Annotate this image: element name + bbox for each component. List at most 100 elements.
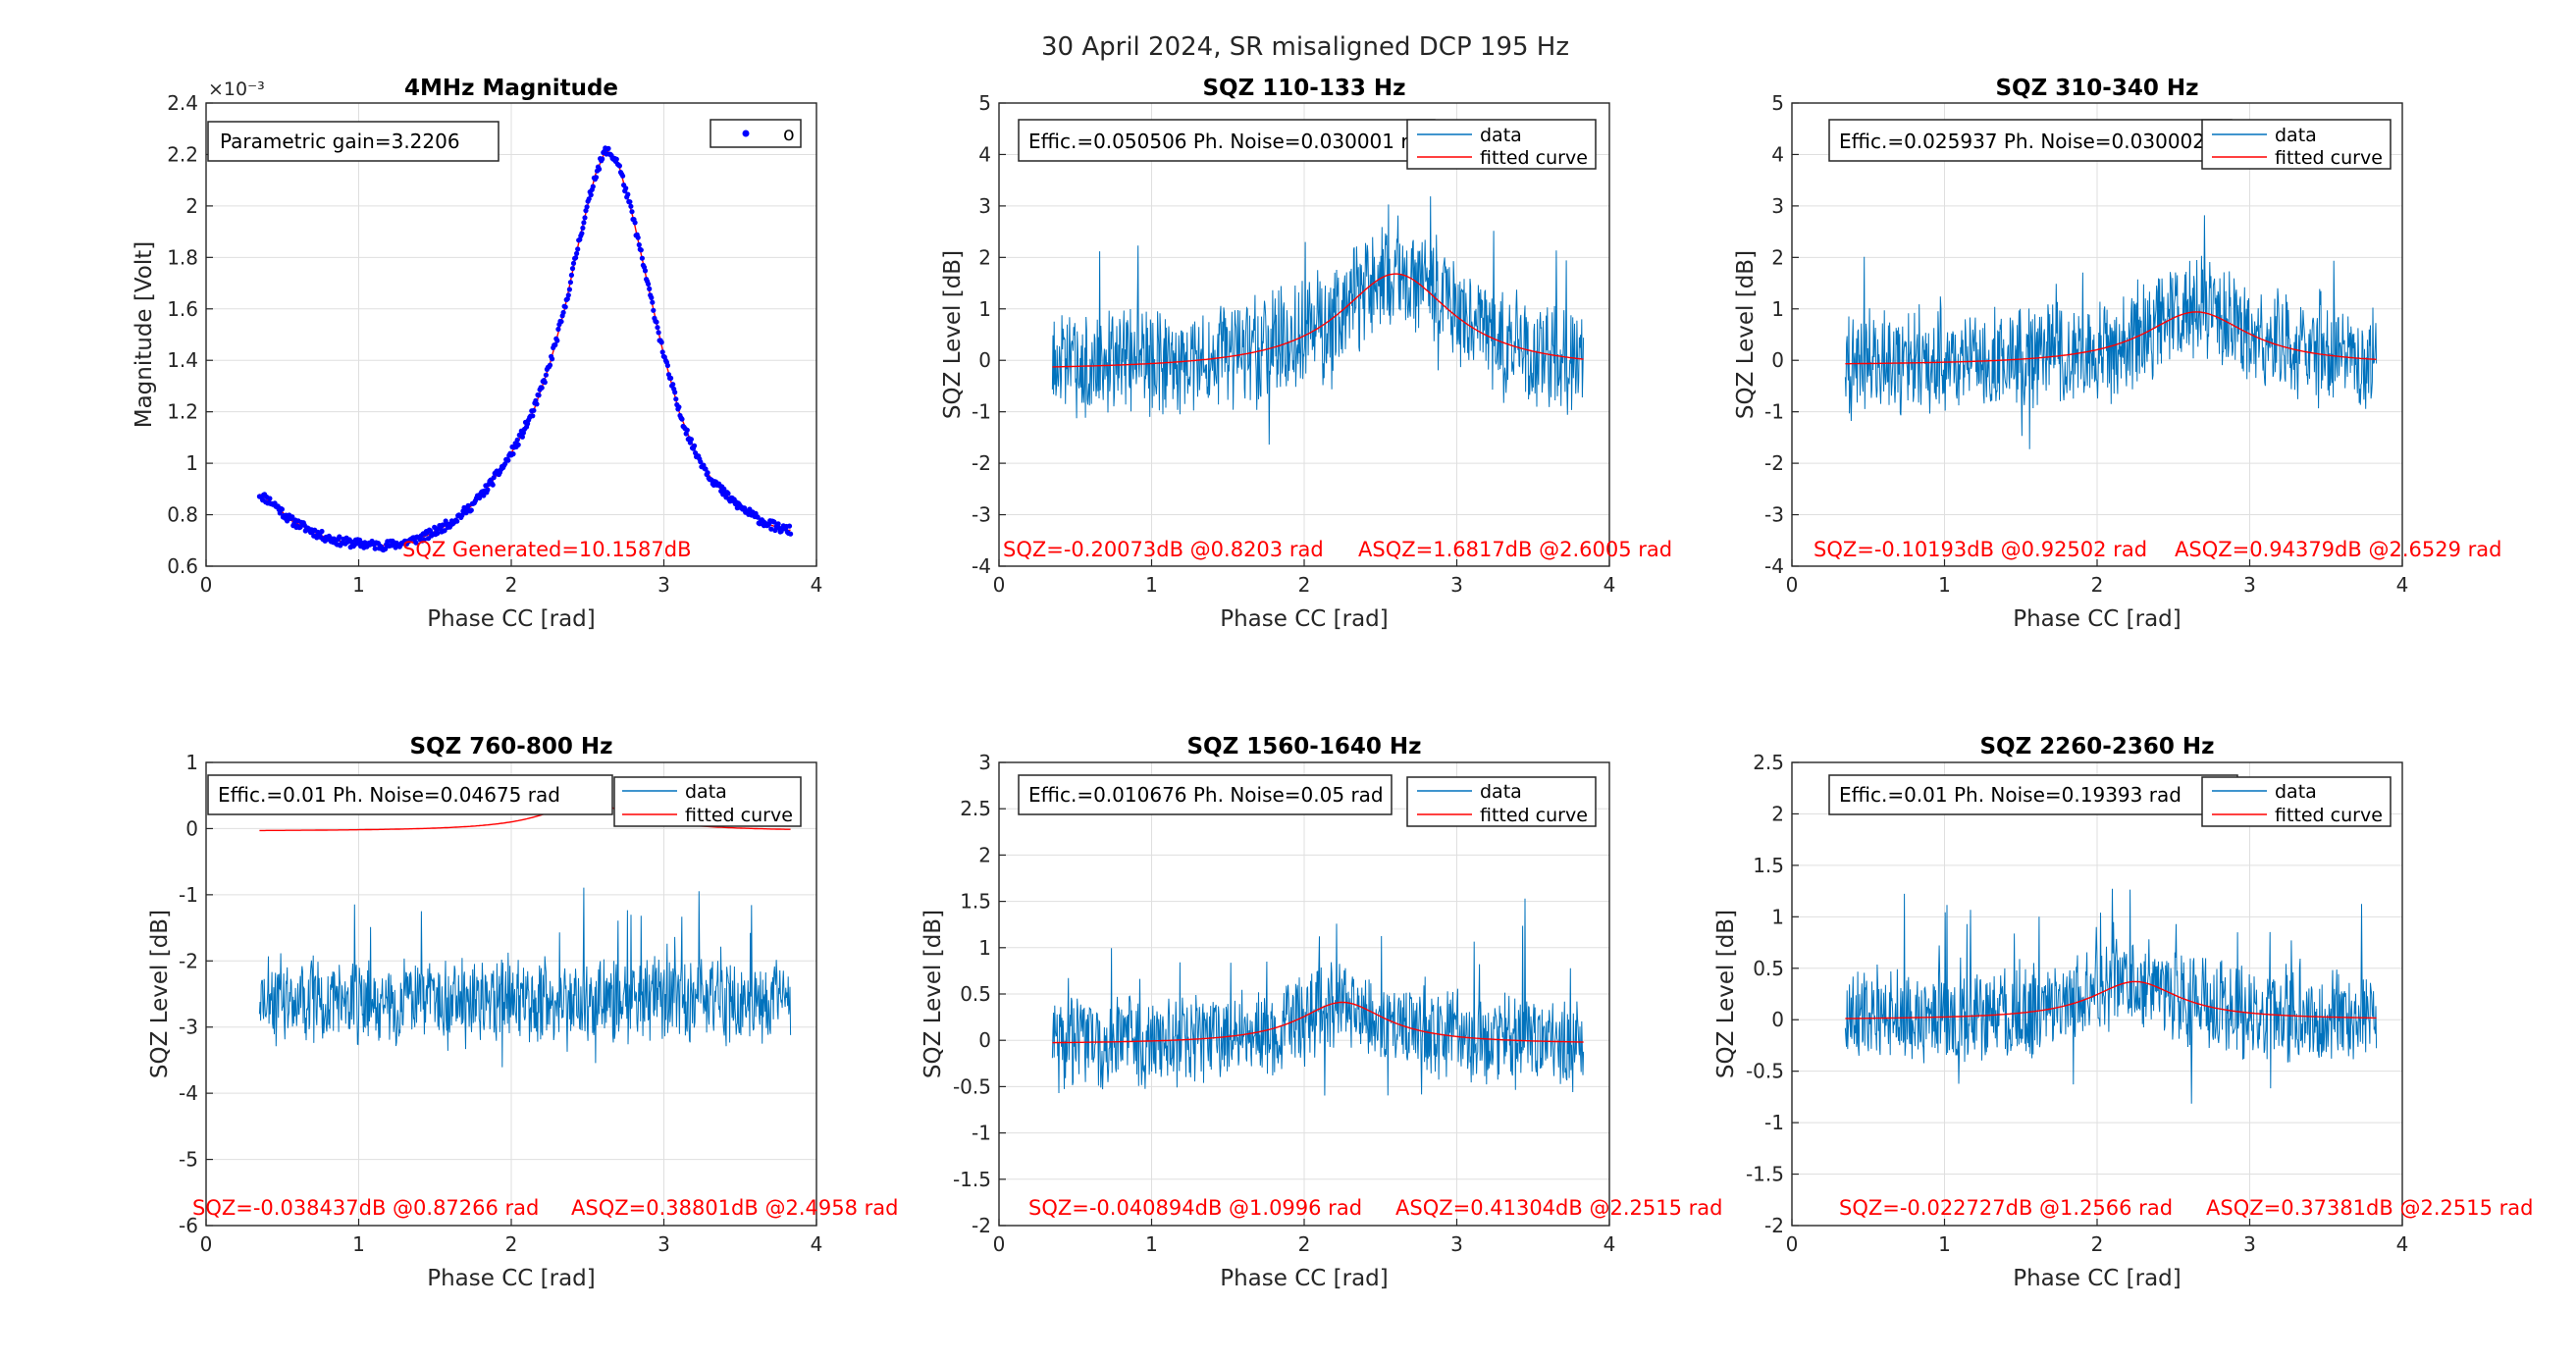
data-point — [570, 260, 577, 266]
y-tick-label: -1 — [972, 400, 991, 424]
asqz-annotation: ASQZ=0.94379dB @2.6529 rad — [2175, 538, 2501, 561]
data-point — [279, 506, 285, 512]
y-tick-label: -5 — [179, 1148, 198, 1172]
y-tick-label: -1 — [179, 883, 198, 907]
panel-magnitude: 4MHz Magnitude Phase CC [rad] Magnitude … — [131, 76, 822, 632]
data-point — [552, 341, 558, 348]
legend-label-fit: fitted curve — [685, 805, 793, 826]
x-tick-label: 0 — [993, 573, 1006, 597]
data-point — [491, 475, 497, 481]
data-point — [725, 491, 731, 497]
data-point — [515, 442, 521, 447]
x-tick-label: 4 — [1603, 573, 1616, 597]
data-point — [668, 375, 674, 381]
x-axis-label: Phase CC [rad] — [2013, 1266, 2182, 1291]
data-point — [613, 156, 619, 162]
y-tick-label: 2.5 — [1753, 751, 1784, 774]
data-point — [629, 209, 635, 215]
info-box-text: Effic.=0.01 Ph. Noise=0.19393 rad — [1839, 783, 2182, 807]
data-series-line — [258, 887, 792, 1068]
legend-label-data: data — [685, 781, 727, 803]
y-axis-label: SQZ Level [dB] — [920, 910, 946, 1078]
y-tick-label: 0 — [1771, 1008, 1784, 1031]
y-tick-label: -2 — [972, 451, 991, 475]
x-tick-label: 3 — [2243, 573, 2256, 597]
data-point — [372, 546, 378, 551]
y-tick-label: -3 — [179, 1016, 198, 1039]
data-point — [481, 493, 487, 498]
data-point — [639, 255, 646, 261]
data-point — [635, 235, 641, 240]
y-tick-label: 1.8 — [167, 245, 198, 269]
data-point — [673, 396, 679, 402]
legend: data fitted curve — [1406, 776, 1597, 827]
x-tick-label: 0 — [993, 1232, 1006, 1256]
data-point — [536, 392, 542, 398]
data-point — [768, 526, 774, 532]
info-box: Effic.=0.025937 Ph. Noise=0.030002 rad — [1828, 119, 2244, 162]
panel-title: 4MHz Magnitude — [404, 76, 618, 101]
y-tick-label: 0 — [185, 816, 198, 840]
info-box-text: Parametric gain=3.2206 — [220, 130, 460, 153]
data-point — [539, 385, 545, 391]
axes-frame — [205, 102, 817, 567]
data-point — [477, 495, 483, 501]
x-tick-label: 4 — [811, 573, 823, 597]
data-point — [636, 241, 642, 248]
x-tick-label: 4 — [2396, 1232, 2409, 1256]
axes-frame — [998, 761, 1610, 1227]
x-tick-label: 1 — [352, 1232, 365, 1256]
y-tick-label: 3 — [978, 751, 991, 774]
data-point — [547, 362, 553, 368]
info-box: Effic.=0.01 Ph. Noise=0.04675 rad — [207, 774, 613, 815]
panel-title: SQZ 310-340 Hz — [1995, 76, 2198, 101]
data-point — [319, 528, 325, 535]
x-axis-label: Phase CC [rad] — [427, 606, 596, 632]
plot-area: 0 1 2 3 4 -2 -1.5 -1 -0.5 0 0.5 1 1.5 2 2.5 3 — [953, 751, 1615, 1256]
y-tick-label: 0.5 — [1753, 957, 1784, 980]
x-tick-label: 4 — [1603, 1232, 1616, 1256]
fit-curve — [1845, 311, 2377, 365]
y-tick-label: 3 — [1771, 194, 1784, 218]
panel-title: SQZ 110-133 Hz — [1202, 76, 1405, 101]
legend: o — [710, 119, 802, 148]
x-tick-label: 3 — [657, 1232, 670, 1256]
data-point — [554, 338, 560, 343]
data-point — [646, 281, 652, 288]
data-point — [590, 183, 596, 189]
y-tick-label: -2 — [179, 949, 198, 972]
info-box: Effic.=0.01 Ph. Noise=0.19393 rad — [1828, 774, 2238, 815]
y-tick-label: -1 — [972, 1122, 991, 1145]
data-point — [593, 175, 600, 181]
legend: data fitted curve — [2201, 119, 2392, 170]
plot-area: 0 1 2 3 4 -2 -1.5 -1 -0.5 0 0.5 1 1.5 2 2.5 — [1746, 751, 2408, 1256]
x-axis-label: Phase CC [rad] — [427, 1266, 596, 1291]
y-tick-label: 4 — [978, 142, 991, 166]
y-tick-label: -4 — [179, 1081, 198, 1105]
panel-sqz-1560-1640: SQZ 1560-1640 Hz Phase CC [rad] SQZ Leve… — [920, 734, 1722, 1291]
panel-title: SQZ 2260-2360 Hz — [1979, 734, 2214, 759]
data-point — [698, 459, 704, 465]
axes-frame — [998, 102, 1610, 567]
data-point — [558, 319, 564, 325]
data-point — [442, 528, 447, 534]
y-tick-label: 2 — [978, 843, 991, 866]
data-point — [658, 340, 664, 345]
data-point — [620, 173, 626, 179]
y-tick-label: 2.5 — [960, 797, 991, 820]
x-tick-label: 0 — [200, 1232, 213, 1256]
data-point — [440, 522, 446, 528]
data-point — [337, 534, 342, 540]
panel-title: SQZ 760-800 Hz — [409, 734, 612, 759]
data-point — [684, 427, 690, 433]
data-point — [531, 407, 537, 413]
data-point — [623, 185, 629, 191]
data-point — [454, 518, 460, 524]
legend-marker — [742, 130, 750, 137]
plot-area: 0 1 2 3 4 0.6 0.8 1 1.2 1.4 1.6 1.8 2 2.2 2.4 — [167, 91, 822, 597]
data-point — [490, 482, 496, 488]
x-tick-label: 3 — [657, 573, 670, 597]
panel-sqz-2260-2360: SQZ 2260-2360 Hz Phase CC [rad] SQZ Leve… — [1713, 734, 2533, 1291]
plot-area: 0 1 2 3 4 -4 -3 -2 -1 0 1 2 3 4 5 — [972, 91, 1615, 597]
sqz-annotation: SQZ=-0.040894dB @1.0996 rad — [1028, 1196, 1362, 1220]
